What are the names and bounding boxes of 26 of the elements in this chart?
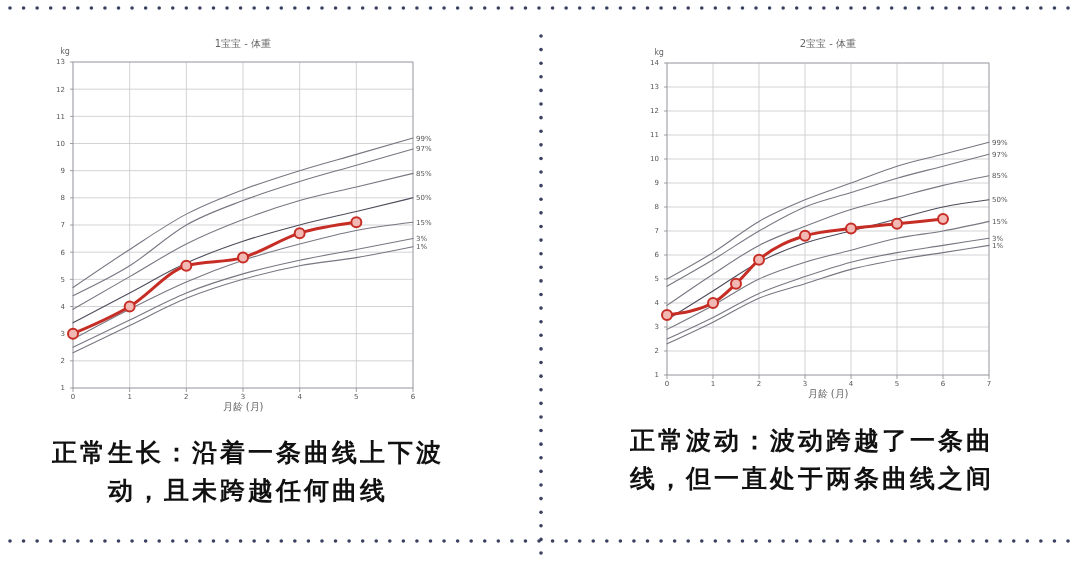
- text: 正常生长：沿着一条曲线上下波动，且未跨越任何曲线: [51, 437, 444, 505]
- chart-title: 1宝宝 - 体重: [214, 38, 272, 49]
- x-axis-title: 月龄 (月): [807, 388, 849, 399]
- line-series: [72, 172, 414, 310]
- point: [237, 251, 249, 264]
- point: [845, 222, 857, 235]
- point: [937, 213, 949, 225]
- point: [753, 253, 765, 266]
- point: [123, 300, 136, 313]
- point: [707, 297, 719, 309]
- chart-title: 2宝宝 - 体重: [799, 38, 857, 49]
- line-series: [666, 220, 990, 330]
- point: [350, 216, 363, 229]
- x-axis-title: 月龄 (月): [222, 401, 264, 412]
- point: [293, 227, 306, 240]
- point: [799, 229, 811, 242]
- line-series: [666, 175, 990, 306]
- text: 正常波动：波动跨越了一条曲线，但一直处于两条曲线之间: [629, 425, 994, 493]
- point: [67, 327, 79, 340]
- point: [891, 217, 903, 230]
- point: [730, 277, 742, 290]
- point: [661, 309, 673, 321]
- point: [180, 259, 193, 272]
- line-series: [72, 197, 414, 324]
- y-axis-title: kg: [60, 47, 70, 56]
- y-axis-title: kg: [654, 48, 664, 57]
